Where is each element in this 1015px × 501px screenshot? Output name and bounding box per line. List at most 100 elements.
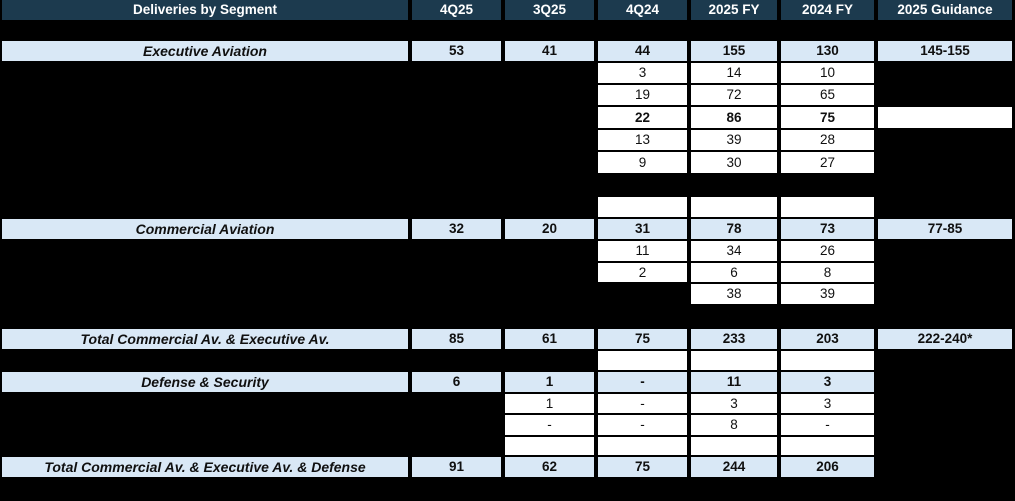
value-cell-guidance-2025: 77-85 <box>874 219 1015 241</box>
data-row: 9 30 27 <box>2 152 1015 175</box>
redacted-cell <box>408 284 501 306</box>
value-cell-q3-25: 41 <box>501 41 594 63</box>
redacted-cell <box>874 437 1015 457</box>
redacted-cell <box>501 284 594 306</box>
redacted-cell <box>408 152 501 175</box>
redacted-label-cell <box>2 63 408 85</box>
value-cell-q4-25: 85 <box>408 329 501 351</box>
column-header-q4-25: 4Q25 <box>408 0 501 22</box>
column-header-fy-2024: 2024 FY <box>777 0 874 22</box>
value-cell-q4-24: 44 <box>594 41 687 63</box>
data-row: --8- <box>2 415 1015 437</box>
value-cell-fy-2024: 130 <box>777 41 874 63</box>
data-row: 11 34 26 <box>2 241 1015 263</box>
value-cell-q4-24: - <box>594 415 687 437</box>
value-cell-q4-25: 32 <box>408 219 501 241</box>
spacer-row <box>2 22 1015 41</box>
redacted-cell <box>874 372 1015 394</box>
value-cell-fy-2024: 206 <box>777 457 874 479</box>
column-header-q4-24: 4Q24 <box>594 0 687 22</box>
redacted-cell <box>874 457 1015 479</box>
redacted-cell <box>408 197 501 219</box>
redacted-cell <box>874 394 1015 415</box>
empty-cell-guidance-2025 <box>874 107 1015 130</box>
section-row-defense-security: Defense & Security 6 1-11 3 <box>2 372 1015 394</box>
data-row: 3 14 10 <box>2 63 1015 85</box>
redacted-cell <box>501 263 594 284</box>
empty-cell-fy-2024 <box>777 437 874 457</box>
section-row-commercial-aviation: Commercial Aviation 32 20 31 78 73 77-85 <box>2 219 1015 241</box>
value-cell-fy-2025: 34 <box>687 241 777 263</box>
value-cell-q4-24: 75 <box>594 329 687 351</box>
empty-cell-q4-24 <box>594 197 687 219</box>
value-cell-q4-24: 3 <box>594 63 687 85</box>
value-cell-fy-2025: 39 <box>687 130 777 152</box>
value-cell-fy-2025: 38 <box>687 284 777 306</box>
section-label: Total Commercial Av. & Executive Av. <box>2 329 408 351</box>
redacted-cell <box>874 284 1015 306</box>
value-cell-fy-2024: 26 <box>777 241 874 263</box>
value-cell-fy-2025: 30 <box>687 152 777 175</box>
value-cell-fy-2024: - <box>777 415 874 437</box>
column-header-guidance-2025: 2025 Guidance <box>874 0 1015 22</box>
redacted-cell <box>501 85 594 107</box>
section-row-executive-aviation: Executive Aviation 53 41 44 155 130 145-155 <box>2 41 1015 63</box>
column-header-fy-2025: 2025 FY <box>687 0 777 22</box>
redacted-cell <box>594 284 687 306</box>
value-cell-q4-24: 9 <box>594 152 687 175</box>
empty-cell-q4-24 <box>594 437 687 457</box>
value-cell-fy-2024: 8 <box>777 263 874 284</box>
value-cell-fy-2024: 3 <box>777 372 874 394</box>
redacted-label-cell <box>2 85 408 107</box>
value-cell-guidance-2025: 145-155 <box>874 41 1015 63</box>
value-cell-q4-24: 13 <box>594 130 687 152</box>
value-cell-fy-2025: 11 <box>687 372 777 394</box>
value-cell-fy-2024: 203 <box>777 329 874 351</box>
redacted-cell <box>408 130 501 152</box>
data-row <box>2 437 1015 457</box>
value-cell-fy-2024: 39 <box>777 284 874 306</box>
value-cell-fy-2024: 75 <box>777 107 874 130</box>
redacted-label-cell <box>2 415 408 437</box>
redacted-cell <box>408 415 501 437</box>
redacted-cell <box>408 241 501 263</box>
value-cell-q4-24: 22 <box>594 107 687 130</box>
table-title: Deliveries by Segment <box>2 0 408 22</box>
data-row: 22 86 75 <box>2 107 1015 130</box>
redacted-label-cell <box>2 107 408 130</box>
redacted-cell <box>874 63 1015 85</box>
value-cell-q4-24: 75 <box>594 457 687 479</box>
value-cell-fy-2025: 6 <box>687 263 777 284</box>
header-row: Deliveries by Segment 4Q25 3Q25 4Q24 2025 FY… <box>2 0 1015 22</box>
value-cell-q3-25: - <box>501 415 594 437</box>
redacted-label-cell <box>2 152 408 175</box>
empty-cell-fy-2025 <box>687 197 777 219</box>
redacted-cell <box>501 107 594 130</box>
value-cell-q3-25: 1 <box>501 372 594 394</box>
redacted-cell <box>874 152 1015 175</box>
value-cell-fy-2025: 78 <box>687 219 777 241</box>
section-row-total-commercial-av-executive-av: Total Commercial Av. & Executive Av. 85 61… <box>2 329 1015 351</box>
value-cell-fy-2025: 72 <box>687 85 777 107</box>
redacted-cell <box>874 85 1015 107</box>
value-cell-q4-24: 2 <box>594 263 687 284</box>
section-label: Executive Aviation <box>2 41 408 63</box>
data-row: 19 72 65 <box>2 85 1015 107</box>
redacted-cell <box>501 130 594 152</box>
redacted-label-cell <box>2 394 408 415</box>
redacted-label-cell <box>2 284 408 306</box>
value-cell-fy-2025: 155 <box>687 41 777 63</box>
redacted-label-cell <box>2 437 408 457</box>
section-label: Total Commercial Av. & Executive Av. & D… <box>2 457 408 479</box>
redacted-label-cell <box>2 241 408 263</box>
redacted-cell <box>874 130 1015 152</box>
data-row: 13 39 28 <box>2 130 1015 152</box>
value-cell-fy-2024: 3 <box>777 394 874 415</box>
section-label: Commercial Aviation <box>2 219 408 241</box>
redacted-cell <box>501 241 594 263</box>
value-cell-q3-25: 61 <box>501 329 594 351</box>
